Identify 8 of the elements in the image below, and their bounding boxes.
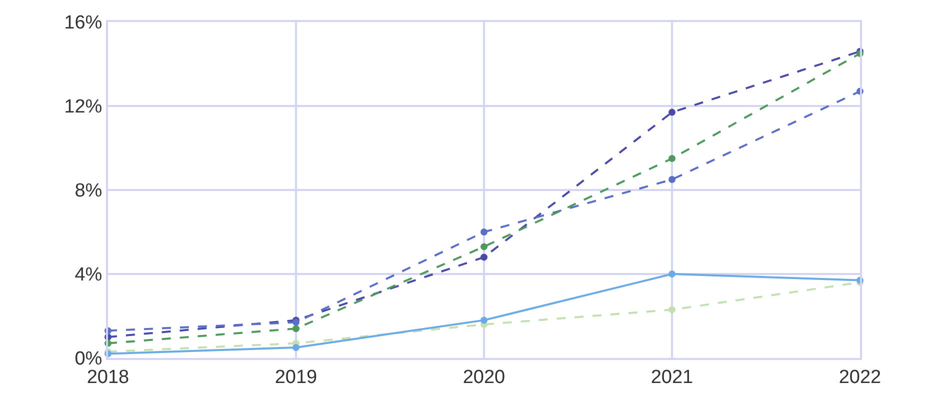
y-tick-label: 16% — [64, 12, 102, 34]
y-tick-label: 4% — [74, 264, 102, 286]
x-tick-label: 2020 — [462, 366, 506, 388]
y-tick-label: 8% — [74, 180, 102, 202]
x-tick-label: 2021 — [650, 366, 694, 388]
y-tick-label: 12% — [64, 96, 102, 118]
x-tick-label: 2019 — [274, 366, 318, 388]
x-tick-label: 2022 — [838, 366, 882, 388]
